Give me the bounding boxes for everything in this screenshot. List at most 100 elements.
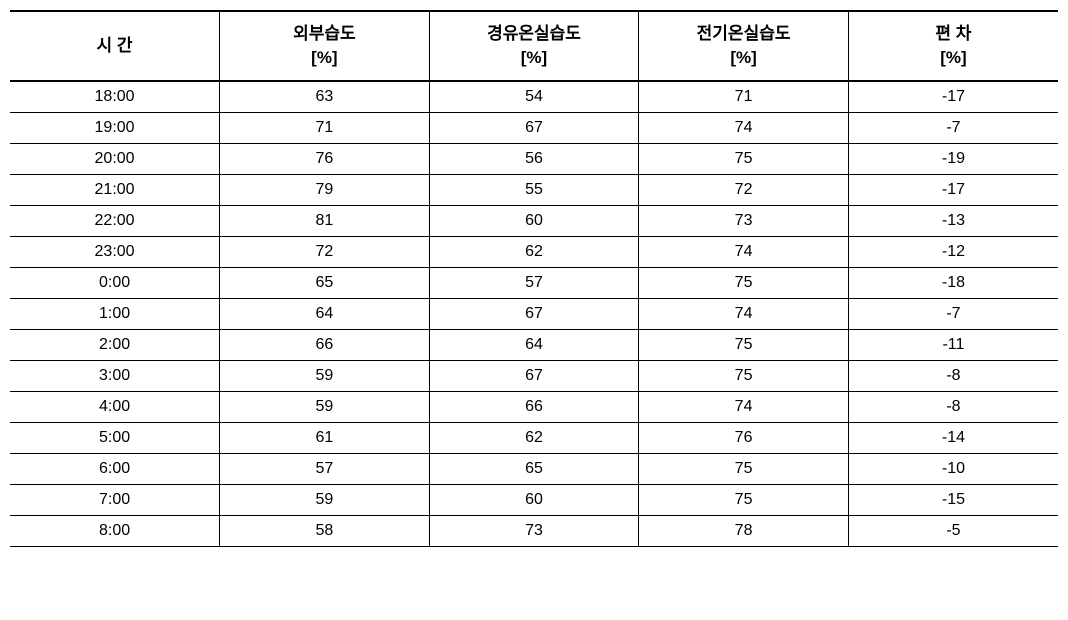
table-cell: -12 [848,236,1058,267]
table-cell: 76 [220,143,430,174]
table-cell: 7:00 [10,484,220,515]
table-cell: 62 [429,422,639,453]
table-cell: 75 [639,267,849,298]
header-diesel-greenhouse-humidity: 경유온실습도 [%] [429,11,639,81]
table-cell: 67 [429,298,639,329]
table-cell: 65 [429,453,639,484]
table-row: 0:00655775-18 [10,267,1058,298]
table-cell: 5:00 [10,422,220,453]
table-row: 22:00816073-13 [10,205,1058,236]
table-cell: -18 [848,267,1058,298]
table-cell: 55 [429,174,639,205]
table-cell: 6:00 [10,453,220,484]
table-cell: 75 [639,143,849,174]
table-cell: 64 [429,329,639,360]
table-cell: -14 [848,422,1058,453]
table-cell: 75 [639,329,849,360]
header-time-label: 시 간 [14,34,215,58]
table-cell: 8:00 [10,515,220,546]
table-row: 1:00646774-7 [10,298,1058,329]
table-cell: 4:00 [10,391,220,422]
table-cell: 73 [639,205,849,236]
table-row: 20:00765675-19 [10,143,1058,174]
header-diesel-greenhouse-humidity-unit: [%] [434,46,635,70]
table-cell: 72 [639,174,849,205]
table-row: 7:00596075-15 [10,484,1058,515]
header-external-humidity: 외부습도 [%] [220,11,430,81]
table-cell: 75 [639,453,849,484]
table-cell: 58 [220,515,430,546]
table-cell: 79 [220,174,430,205]
table-cell: 65 [220,267,430,298]
humidity-data-table: 시 간 외부습도 [%] 경유온실습도 [%] 전기온실습도 [%] 편 차 [… [10,10,1058,547]
table-cell: -17 [848,81,1058,113]
table-cell: 0:00 [10,267,220,298]
table-cell: 81 [220,205,430,236]
table-row: 18:00635471-17 [10,81,1058,113]
table-cell: -8 [848,360,1058,391]
table-cell: 74 [639,236,849,267]
table-cell: 71 [639,81,849,113]
header-electric-greenhouse-humidity: 전기온실습도 [%] [639,11,849,81]
table-row: 3:00596775-8 [10,360,1058,391]
table-cell: 78 [639,515,849,546]
table-cell: 66 [429,391,639,422]
header-deviation-unit: [%] [853,46,1054,70]
table-cell: 75 [639,360,849,391]
table-cell: 1:00 [10,298,220,329]
table-row: 8:00587378-5 [10,515,1058,546]
table-cell: 56 [429,143,639,174]
table-cell: 60 [429,205,639,236]
table-cell: 74 [639,391,849,422]
header-time: 시 간 [10,11,220,81]
table-row: 21:00795572-17 [10,174,1058,205]
header-diesel-greenhouse-humidity-label: 경유온실습도 [434,22,635,46]
table-cell: 67 [429,112,639,143]
table-cell: 72 [220,236,430,267]
header-deviation: 편 차 [%] [848,11,1058,81]
table-cell: -13 [848,205,1058,236]
table-cell: 3:00 [10,360,220,391]
table-cell: -17 [848,174,1058,205]
table-cell: 20:00 [10,143,220,174]
header-electric-greenhouse-humidity-label: 전기온실습도 [643,22,844,46]
table-cell: 62 [429,236,639,267]
table-row: 2:00666475-11 [10,329,1058,360]
table-row: 4:00596674-8 [10,391,1058,422]
table-cell: 18:00 [10,81,220,113]
table-cell: 59 [220,391,430,422]
table-cell: -7 [848,112,1058,143]
table-cell: 71 [220,112,430,143]
table-cell: -15 [848,484,1058,515]
table-row: 5:00616276-14 [10,422,1058,453]
table-cell: 64 [220,298,430,329]
table-cell: -7 [848,298,1058,329]
table-cell: 74 [639,112,849,143]
header-electric-greenhouse-humidity-unit: [%] [643,46,844,70]
table-cell: 59 [220,360,430,391]
table-cell: 21:00 [10,174,220,205]
table-cell: 60 [429,484,639,515]
table-body: 18:00635471-1719:00716774-720:00765675-1… [10,81,1058,547]
table-cell: 74 [639,298,849,329]
table-cell: 19:00 [10,112,220,143]
table-cell: 61 [220,422,430,453]
table-cell: 63 [220,81,430,113]
table-cell: 22:00 [10,205,220,236]
table-header-row: 시 간 외부습도 [%] 경유온실습도 [%] 전기온실습도 [%] 편 차 [… [10,11,1058,81]
table-row: 23:00726274-12 [10,236,1058,267]
header-external-humidity-label: 외부습도 [224,22,425,46]
table-row: 19:00716774-7 [10,112,1058,143]
table-cell: 57 [429,267,639,298]
table-cell: 59 [220,484,430,515]
table-cell: -8 [848,391,1058,422]
table-cell: 73 [429,515,639,546]
table-cell: 75 [639,484,849,515]
header-deviation-label: 편 차 [853,22,1054,46]
table-cell: 2:00 [10,329,220,360]
table-cell: 57 [220,453,430,484]
table-cell: -11 [848,329,1058,360]
table-cell: 66 [220,329,430,360]
table-cell: -10 [848,453,1058,484]
table-cell: -19 [848,143,1058,174]
